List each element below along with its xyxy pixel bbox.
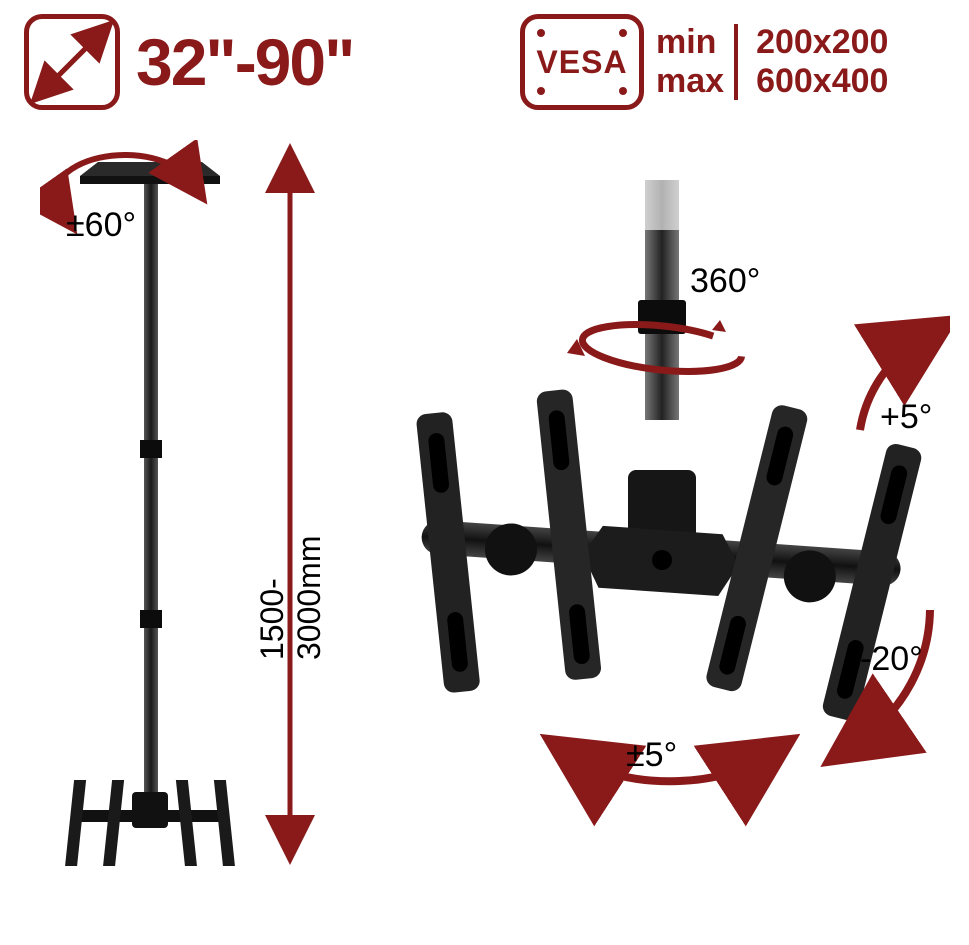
spec-header: 32"-90" VESA min max 200x200 600x400 (0, 8, 969, 118)
vesa-max-value: 600x400 (756, 63, 888, 100)
vesa-max-label: max (656, 63, 724, 100)
height-range-label: 1500-3000mm (254, 536, 328, 661)
swivel-angle-label: ±60° (66, 206, 136, 245)
screen-size-icon (24, 14, 120, 110)
screen-size-value: 32"-90" (136, 24, 353, 100)
vesa-spec: VESA min max 200x200 600x400 (520, 14, 888, 110)
left-diagram: ±60° 1500-3000mm (40, 140, 360, 930)
vesa-values: 200x200 600x400 (750, 24, 888, 101)
tilt-up-label: +5° (880, 398, 932, 437)
vesa-icon: VESA (520, 14, 644, 110)
right-diagram: 360° +5° -20° ±5° (390, 180, 950, 920)
vesa-min-value: 200x200 (756, 24, 888, 61)
tilt-down-label: -20° (860, 640, 923, 679)
vesa-min-max-labels: min max (656, 24, 738, 101)
roll-label: ±5° (626, 736, 677, 775)
vesa-icon-label: VESA (536, 44, 627, 81)
screen-size-spec: 32"-90" (24, 14, 353, 110)
rotation-label: 360° (690, 262, 760, 301)
vesa-min-label: min (656, 24, 724, 61)
